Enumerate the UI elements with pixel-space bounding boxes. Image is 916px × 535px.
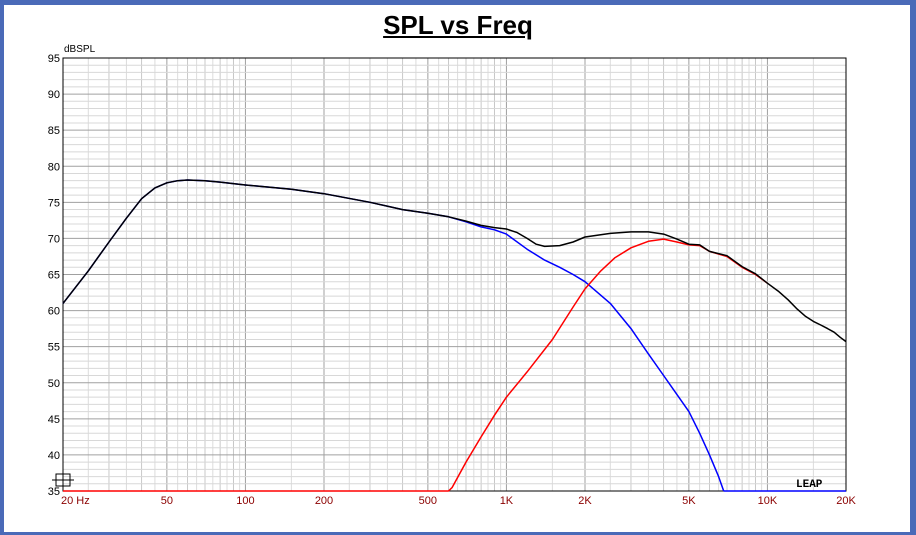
series-line-1 — [62, 179, 725, 492]
y-tick-label: 65 — [48, 270, 60, 282]
x-tick-label: 5K — [682, 495, 696, 507]
chart-title: SPL vs Freq — [383, 10, 533, 40]
x-tick-label: 50 — [161, 495, 173, 507]
x-tick-label: 200 — [315, 495, 333, 507]
y-tick-label: 70 — [48, 233, 60, 245]
plot-border — [62, 57, 847, 492]
y-tick-label: 95 — [48, 53, 60, 65]
series-line-2 — [63, 238, 768, 492]
y-tick-label: 45 — [48, 414, 60, 426]
crosshair-cursor-icon[interactable] — [52, 470, 74, 490]
y-tick-label: 90 — [48, 89, 60, 101]
x-tick-label: 10K — [758, 495, 778, 507]
x-tick-label: 100 — [236, 495, 254, 507]
series-line-3 — [62, 179, 847, 343]
x-tick-label: 2K — [578, 495, 592, 507]
x-tick-label: 1K — [500, 495, 514, 507]
x-tick-label: 20 Hz — [61, 495, 90, 507]
x-tick-label: 500 — [419, 495, 437, 507]
y-tick-label: 85 — [48, 125, 60, 137]
y-tick-label: 75 — [48, 197, 60, 209]
y-tick-label: 50 — [48, 378, 60, 390]
y-tick-label: 60 — [48, 306, 60, 318]
y-axis-label: dBSPL — [64, 44, 96, 55]
y-tick-label: 55 — [48, 342, 60, 354]
y-tick-label: 80 — [48, 161, 60, 173]
y-tick-label: 35 — [48, 486, 60, 498]
x-tick-label: 20K — [836, 495, 856, 507]
leap-logo: LEAP — [796, 479, 823, 491]
y-tick-label: 40 — [48, 450, 60, 462]
